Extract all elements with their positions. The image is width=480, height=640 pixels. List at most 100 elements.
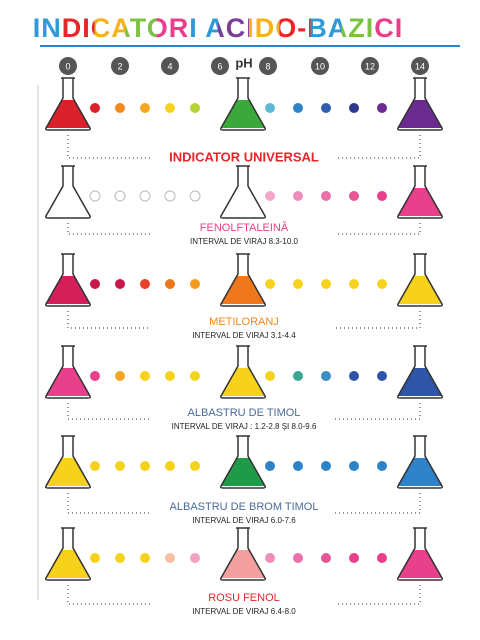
color-dot: [90, 553, 100, 563]
flask: [45, 345, 91, 399]
ph-tick-label: 2: [117, 61, 122, 71]
color-dot: [90, 279, 100, 289]
flask: [397, 165, 443, 219]
ph-badge: [311, 57, 329, 75]
ph-tick-label: 10: [315, 61, 325, 71]
color-dot: [349, 191, 359, 201]
color-dot: [321, 103, 331, 113]
color-dot: [321, 461, 331, 471]
color-dot: [321, 279, 331, 289]
flask: [220, 77, 266, 131]
flask-liquid: [221, 368, 265, 396]
flask: [220, 165, 266, 219]
indicator-interval: INTERVAL DE VIRAJ 8.3-10.0: [190, 237, 298, 246]
color-dot: [139, 190, 151, 202]
ph-badge: [111, 57, 129, 75]
flask-liquid: [46, 188, 90, 216]
bracket: [67, 403, 150, 420]
indicator-name: ALBASTRU DE BROM TIMOL: [170, 501, 319, 513]
color-dot: [164, 190, 176, 202]
flask-liquid: [398, 458, 442, 486]
bracket: [67, 135, 150, 159]
bracket: [335, 223, 421, 235]
flask: [397, 345, 443, 399]
flask-liquid: [398, 100, 442, 128]
flask-liquid: [398, 188, 442, 216]
indicator-name: FENOLFTALEINĂ: [200, 221, 289, 234]
ph-tick-label: 8: [265, 61, 270, 71]
color-dot: [165, 279, 175, 289]
flask: [220, 527, 266, 581]
color-dot: [377, 553, 387, 563]
bracket: [335, 403, 421, 420]
color-dot: [349, 461, 359, 471]
color-dot: [265, 553, 275, 563]
color-dot: [321, 371, 331, 381]
color-dot: [349, 371, 359, 381]
color-dot: [321, 553, 331, 563]
indicator-name: METILORANJ: [209, 316, 279, 328]
color-dot: [377, 461, 387, 471]
color-dot: [321, 191, 331, 201]
indicator-interval: INTERVAL DE VIRAJ 3.1-4.4: [192, 331, 296, 340]
color-dot: [265, 461, 275, 471]
color-dot: [140, 371, 150, 381]
color-dot: [377, 371, 387, 381]
flask-liquid: [46, 276, 90, 304]
indicator-name: INDICATOR UNIVERSAL: [169, 149, 319, 164]
ph-unit: pH: [235, 55, 252, 70]
color-dot: [293, 371, 303, 381]
bracket: [67, 223, 150, 235]
flask: [220, 253, 266, 307]
color-dot: [165, 553, 175, 563]
color-dot: [115, 461, 125, 471]
color-dot: [115, 279, 125, 289]
flask-liquid: [398, 368, 442, 396]
ph-badge: [211, 57, 229, 75]
color-dot: [349, 103, 359, 113]
color-dot: [349, 279, 359, 289]
color-dot: [377, 103, 387, 113]
title: INDICATORI ACIDO-BAZICI: [33, 13, 403, 43]
ph-tick-label: 4: [167, 61, 172, 71]
color-dot: [140, 279, 150, 289]
flask-liquid: [46, 550, 90, 578]
color-dot: [189, 190, 201, 202]
bracket: [335, 493, 421, 514]
color-dot: [115, 553, 125, 563]
flask: [45, 77, 91, 131]
color-dot: [190, 461, 200, 471]
flask: [45, 165, 91, 219]
color-dot: [190, 103, 200, 113]
flask-liquid: [221, 458, 265, 486]
indicator-interval: INTERVAL DE VIRAJ : 1.2-2.8 ȘI 8.0-9.6: [172, 422, 317, 431]
indicator-interval: INTERVAL DE VIRAJ 6.0-7.6: [192, 516, 296, 525]
bracket: [335, 135, 421, 159]
color-dot: [265, 103, 275, 113]
indicator-interval: INTERVAL DE VIRAJ 6.4-8.0: [192, 607, 296, 616]
flask-liquid: [46, 458, 90, 486]
color-dot: [140, 103, 150, 113]
color-dot: [115, 103, 125, 113]
flask: [397, 435, 443, 489]
color-dot: [265, 371, 275, 381]
flask-liquid: [221, 100, 265, 128]
color-dot: [165, 103, 175, 113]
color-dot: [115, 371, 125, 381]
flask: [45, 253, 91, 307]
flask: [220, 345, 266, 399]
ph-badge: [161, 57, 179, 75]
color-dot: [190, 371, 200, 381]
flask-liquid: [46, 100, 90, 128]
flask-liquid: [221, 550, 265, 578]
bracket: [67, 311, 150, 329]
color-dot: [377, 279, 387, 289]
indicator-name: ROSU FENOL: [208, 592, 280, 604]
color-dot: [90, 371, 100, 381]
flask: [397, 253, 443, 307]
bracket: [67, 585, 150, 605]
color-dot: [114, 190, 126, 202]
color-dot: [293, 191, 303, 201]
